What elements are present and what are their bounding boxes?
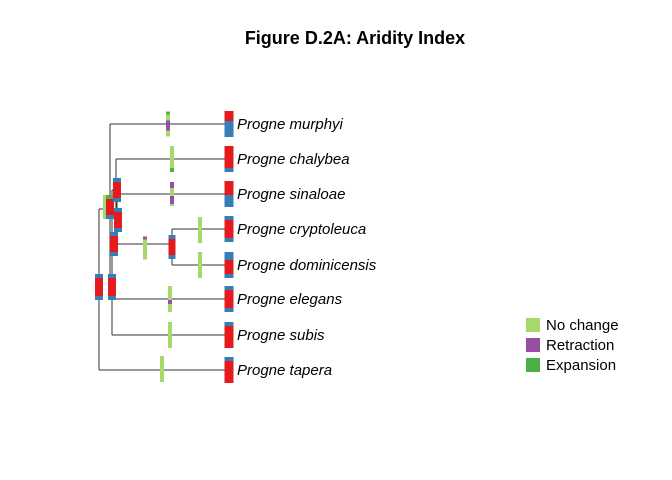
branch-change-bar	[198, 252, 202, 278]
tip-state-bar	[224, 146, 234, 172]
legend-item-retraction: Retraction	[526, 335, 619, 355]
node-state-bar	[113, 178, 121, 202]
legend-label-retraction: Retraction	[546, 336, 615, 354]
node-state-bar	[95, 274, 103, 300]
taxon-label: Progne chalybea	[237, 151, 350, 168]
node-state-bar	[108, 274, 116, 300]
node-state-bar	[168, 235, 176, 259]
tip-state-bar	[224, 181, 234, 207]
tip-state-bar	[224, 111, 234, 137]
tip-state-bar	[224, 357, 234, 383]
tree-branches	[98, 123, 229, 371]
branch-change-bar	[168, 286, 172, 312]
branch-change-bar	[143, 236, 147, 260]
branch-change-bar	[170, 182, 174, 206]
taxon-label: Progne tapera	[237, 362, 332, 379]
legend-swatch-expansion	[526, 358, 540, 372]
tip-state-bar	[224, 286, 234, 312]
tip-state-bar	[224, 252, 234, 278]
legend-item-expansion: Expansion	[526, 355, 619, 375]
legend-label-no-change: No change	[546, 316, 619, 334]
taxon-label: Progne subis	[237, 327, 325, 344]
taxon-labels: Progne murphyi Progne chalybea Progne sina…	[237, 116, 377, 379]
taxon-label: Progne murphyi	[237, 116, 344, 133]
legend-swatch-no-change	[526, 318, 540, 332]
legend-item-no-change: No change	[526, 315, 619, 335]
branch-change-bar	[166, 111, 170, 137]
taxon-label: Progne cryptoleuca	[237, 221, 366, 238]
state-bars	[95, 111, 234, 383]
legend-label-expansion: Expansion	[546, 356, 617, 374]
legend-swatch-retraction	[526, 338, 540, 352]
branch-change-bar	[198, 217, 202, 243]
branch-change-bar	[168, 322, 172, 348]
node-state-bar	[110, 232, 118, 256]
taxon-label: Progne elegans	[237, 291, 343, 308]
legend: No change Retraction Expansion	[526, 315, 619, 375]
tip-state-bar	[224, 216, 234, 242]
node-state-bar	[114, 208, 122, 232]
branch-change-bar	[170, 146, 174, 172]
taxon-label: Progne sinaloae	[237, 186, 345, 203]
tip-state-bar	[224, 322, 234, 348]
figure-title: Figure D.2A: Aridity Index	[244, 28, 466, 48]
taxon-label: Progne dominicensis	[237, 257, 377, 274]
branch-change-bar	[160, 356, 164, 382]
node-state-bar	[106, 195, 114, 219]
